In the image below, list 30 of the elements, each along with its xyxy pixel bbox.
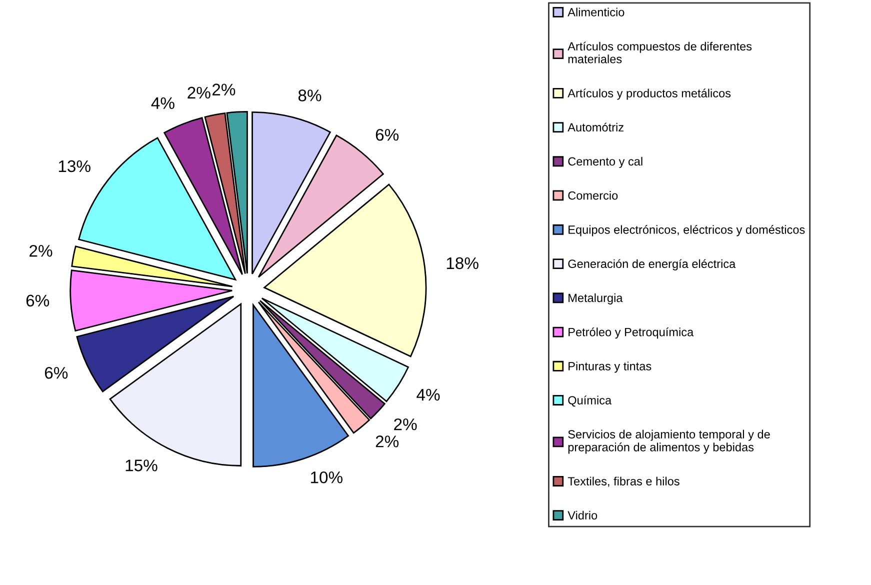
data-label: 10%: [310, 471, 342, 484]
legend-label: Servicios de alojamiento temporal y de preparación de alimentos y bebidas: [568, 430, 770, 454]
legend-label: Comercio: [568, 191, 618, 200]
legend-label: Automótriz: [568, 122, 624, 132]
data-label: 6%: [26, 294, 50, 307]
data-label: 8%: [298, 90, 322, 102]
legend-label: Pinturas y tintas: [568, 362, 652, 373]
data-label: 2%: [30, 244, 52, 257]
data-label: 4%: [151, 97, 174, 109]
legend-label: Cemento y cal: [568, 156, 642, 168]
legend-label: Artículos compuestos de diferentes materiales: [568, 42, 752, 64]
legend-label: Generación de energía eléctrica: [568, 259, 736, 270]
data-label: 2%: [376, 436, 399, 448]
data-label: 2%: [188, 86, 210, 99]
legend-label: Artículos y productos metálicos: [568, 88, 731, 100]
data-label: 2%: [394, 418, 417, 430]
data-label: 4%: [416, 388, 440, 401]
data-label: 15%: [126, 460, 158, 472]
legend-label: Vidrio: [568, 510, 598, 520]
data-label: 13%: [58, 160, 90, 172]
legend-label: Alimenticio: [568, 8, 624, 16]
legend-label: Química: [568, 396, 612, 407]
legend-label: Petróleo y Petroquímica: [568, 327, 694, 339]
legend-label: Metalurgia: [568, 293, 623, 304]
data-label: 6%: [44, 366, 68, 379]
legend-label: Textiles, fibras e hilos: [568, 476, 680, 487]
data-label: 18%: [446, 257, 478, 270]
legend-label: Equipos electrónicos, eléctricos y domésticos: [568, 225, 805, 236]
data-label: 2%: [212, 84, 236, 96]
data-label: 6%: [376, 128, 399, 141]
